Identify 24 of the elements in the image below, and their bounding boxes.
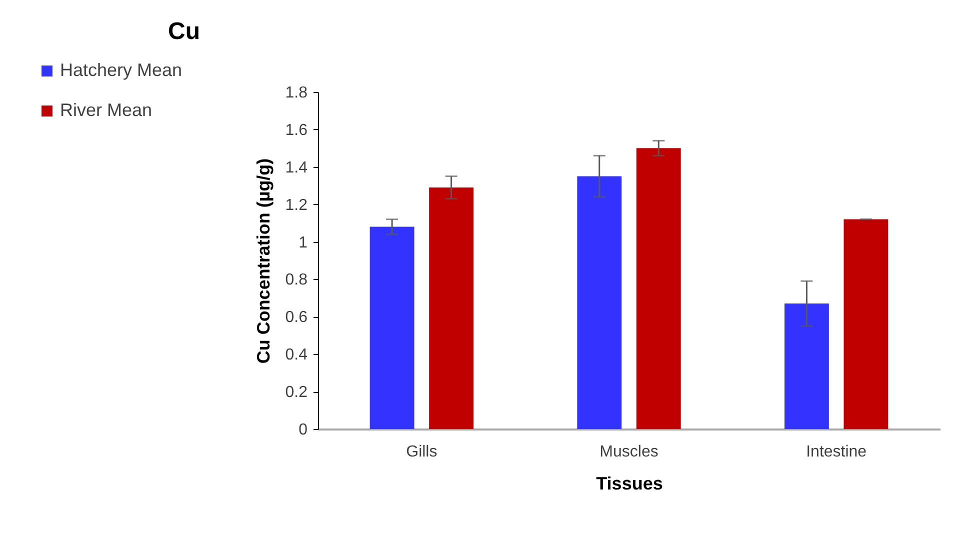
y-axis-title: Cu Concentration (µg/g) [253, 158, 274, 364]
y-tick-label: 0.6 [285, 309, 308, 326]
y-tick-label: 0.4 [285, 346, 308, 364]
y-tick-label: 1.8 [285, 84, 308, 102]
chart-title: Cu [168, 18, 200, 45]
y-tick-label: 0.2 [285, 384, 308, 402]
y-tick-label: 1.2 [285, 196, 308, 214]
y-tick-label: 0 [298, 422, 308, 438]
bar [784, 304, 829, 429]
bar [370, 226, 414, 429]
bar [577, 176, 622, 429]
bar [429, 187, 474, 429]
legend-label: Hatchery Mean [60, 60, 182, 80]
y-tick-label: 1.6 [285, 122, 308, 139]
x-axis-title: Tissues [596, 474, 663, 494]
bar [844, 219, 888, 429]
x-tick-label: Gills [406, 444, 438, 460]
y-tick-label: 1 [298, 234, 308, 252]
y-tick-label: 1.4 [285, 159, 308, 176]
y-tick-label: 0.8 [285, 272, 308, 289]
bar [636, 148, 681, 429]
x-tick-label: Intestine [806, 444, 867, 460]
x-tick-label: Muscles [600, 444, 658, 460]
legend-label: River Mean [60, 100, 152, 120]
